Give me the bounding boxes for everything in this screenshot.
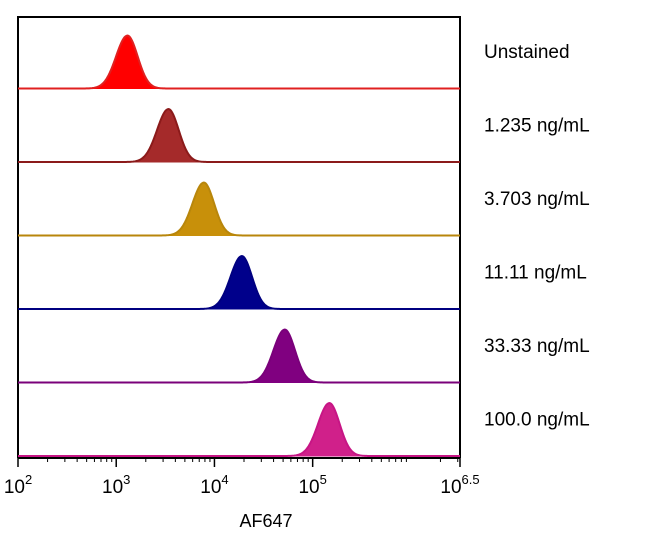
histogram-baseline-2 bbox=[18, 108, 460, 163]
plot-area bbox=[17, 16, 461, 458]
plot-frame bbox=[17, 16, 461, 458]
legend-label-5: 33.33 ng/mL bbox=[484, 336, 590, 357]
legend: Unstained 1.235 ng/mL 3.703 ng/mL 11.11 ng/… bbox=[484, 42, 590, 431]
x-tick-label-1: 102 bbox=[4, 472, 32, 498]
x-tick-label-5: 106.5 bbox=[440, 472, 479, 498]
histogram-peak-5 bbox=[18, 329, 460, 383]
x-tick-label-3: 104 bbox=[200, 472, 228, 498]
x-tick-label-2: 103 bbox=[102, 472, 130, 498]
x-axis-label: AF647 bbox=[239, 511, 292, 531]
histogram-peak-3 bbox=[18, 182, 460, 236]
histogram-peak-6 bbox=[18, 403, 460, 457]
legend-label-2: 1.235 ng/mL bbox=[484, 115, 590, 136]
histogram-baseline-1 bbox=[18, 34, 460, 90]
legend-label-4: 11.11 ng/mL bbox=[484, 262, 587, 283]
legend-label-3: 3.703 ng/mL bbox=[484, 189, 590, 210]
histogram-baseline-3 bbox=[18, 181, 460, 237]
histogram-peak-2 bbox=[18, 109, 460, 163]
legend-label-6: 100.0 ng/mL bbox=[484, 409, 590, 430]
histogram-baseline-4 bbox=[18, 255, 460, 310]
legend-label-1: Unstained bbox=[484, 42, 570, 63]
histogram-peak-1 bbox=[18, 35, 460, 89]
x-tick-label-4: 105 bbox=[298, 472, 326, 498]
x-axis: 102 103 104 105 106.5 bbox=[4, 457, 480, 498]
histogram-peak-4 bbox=[18, 256, 460, 310]
histogram-baseline-5 bbox=[18, 328, 460, 384]
histogram-baseline-6 bbox=[18, 402, 460, 457]
